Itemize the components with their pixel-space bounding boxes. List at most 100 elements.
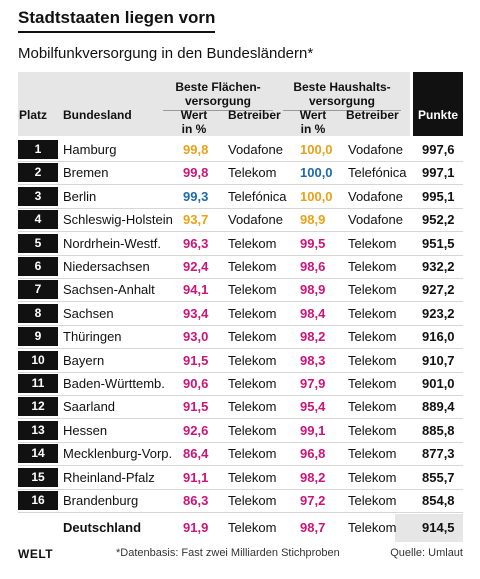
provider-household: Telekom <box>348 493 397 508</box>
state-name: Rheinland-Pfalz <box>63 469 155 485</box>
total-value-household: 98,7 <box>300 520 326 535</box>
state-name: Bayern <box>63 352 105 368</box>
header-bundesland: Bundesland <box>63 108 132 122</box>
value-area: 93,4 <box>183 305 209 321</box>
rank-badge: 14 <box>18 444 58 464</box>
table-row: 15 Rheinland-Pfalz 91,1 Telekom 98,2 Telekom 8… <box>18 466 463 490</box>
value-area: 93,7 <box>183 212 209 228</box>
state-name: Baden-Württemb. <box>63 376 165 391</box>
provider-household: Telekom <box>348 399 397 415</box>
provider-area: Telekom <box>228 259 277 274</box>
rank-badge: 1 <box>18 140 58 159</box>
table-row: 12 Saarland 91,5 Telekom 95,4 Telekom 889,4 <box>18 395 463 420</box>
value-household: 98,3 <box>300 352 326 368</box>
points: 916,0 <box>422 329 455 345</box>
value-household: 96,8 <box>300 446 326 462</box>
value-household: 98,2 <box>300 329 326 345</box>
state-name: Schleswig-Holstein <box>63 212 173 228</box>
points: 877,3 <box>422 446 455 462</box>
source-note: Quelle: Umlaut <box>390 547 463 559</box>
provider-household: Telekom <box>348 376 397 391</box>
value-household: 98,6 <box>300 259 326 274</box>
provider-household: Telekom <box>348 469 397 485</box>
state-name: Saarland <box>63 399 116 415</box>
points-header-background <box>413 72 463 136</box>
table-row: 5 Nordrhein-Westf. 96,3 Telekom 99,5 Telekom 9… <box>18 232 463 256</box>
table-row: 7 Sachsen-Anhalt 94,1 Telekom 98,9 Telekom 927… <box>18 278 463 303</box>
value-household: 98,9 <box>300 282 326 298</box>
points: 997,1 <box>422 165 455 181</box>
points: 923,2 <box>422 305 455 321</box>
table-row: 8 Sachsen 93,4 Telekom 98,4 Telekom 923,2 <box>18 302 463 326</box>
rank-badge: 13 <box>18 420 58 440</box>
value-area: 92,4 <box>183 259 209 274</box>
rank-badge: 9 <box>18 327 58 347</box>
provider-household: Telekom <box>348 259 397 274</box>
table-row: 14 Mecklenburg-Vorp. 86,4 Telekom 96,8 Teleko… <box>18 442 463 467</box>
points: 854,8 <box>422 493 455 508</box>
value-household: 100,0 <box>300 188 333 204</box>
value-area: 92,6 <box>183 422 209 438</box>
value-area: 94,1 <box>183 282 209 298</box>
provider-household: Telekom <box>348 235 397 251</box>
points: 927,2 <box>422 282 455 298</box>
table-row: 3 Berlin 99,3 Telefónica 100,0 Vodafone 995,1 <box>18 185 463 209</box>
provider-area: Telefónica <box>228 188 287 204</box>
provider-household: Telekom <box>348 329 397 345</box>
state-name: Berlin <box>63 188 97 204</box>
value-household: 98,4 <box>300 305 326 321</box>
provider-area: Telekom <box>228 165 277 181</box>
header-wert-area: Wert in % <box>180 108 208 136</box>
provider-area: Telekom <box>228 399 277 415</box>
provider-household: Telekom <box>348 422 397 438</box>
state-name: Hessen <box>63 422 108 438</box>
value-area: 91,5 <box>183 399 209 415</box>
provider-household: Telekom <box>348 282 397 298</box>
provider-area: Telekom <box>228 235 277 251</box>
provider-area: Telekom <box>228 469 277 485</box>
rank-badge: 12 <box>18 397 58 417</box>
header-betreiber-area: Betreiber <box>228 108 281 122</box>
value-area: 99,8 <box>183 142 209 157</box>
provider-area: Telekom <box>228 282 277 298</box>
page-title: Stadtstaaten liegen vorn <box>18 8 216 33</box>
total-provider-household: Telekom <box>348 520 397 535</box>
state-name: Mecklenburg-Vorp. <box>63 446 173 462</box>
rank-badge: 11 <box>18 374 58 393</box>
table-row: 16 Brandenburg 86,3 Telekom 97,2 Telekom 854,8 <box>18 489 463 513</box>
value-household: 97,2 <box>300 493 326 508</box>
total-provider-area: Telekom <box>228 520 277 535</box>
value-household: 100,0 <box>300 142 333 157</box>
value-area: 99,3 <box>183 188 209 204</box>
provider-area: Vodafone <box>228 212 283 228</box>
header-group-area: Beste Flächen-versorgung <box>163 80 273 111</box>
rank-badge: 2 <box>18 163 58 183</box>
total-points-background <box>395 514 463 542</box>
state-name: Bremen <box>63 165 109 181</box>
points: 855,7 <box>422 469 455 485</box>
rank-badge: 8 <box>18 303 58 323</box>
value-area: 90,6 <box>183 376 209 391</box>
state-name: Hamburg <box>63 142 117 157</box>
provider-area: Vodafone <box>228 142 283 157</box>
provider-area: Telekom <box>228 446 277 462</box>
points: 951,5 <box>422 235 455 251</box>
value-household: 99,1 <box>300 422 326 438</box>
rank-badge: 7 <box>18 280 58 300</box>
provider-household: Telefónica <box>348 165 407 181</box>
table-row: 4 Schleswig-Holstein 93,7 Vodafone 98,9 Vodaf… <box>18 208 463 233</box>
state-name: Sachsen <box>63 305 114 321</box>
provider-area: Telekom <box>228 422 277 438</box>
page-subtitle: Mobilfunkversorgung in den Bundesländern… <box>18 45 314 62</box>
points: 901,0 <box>422 376 455 391</box>
value-area: 99,8 <box>183 165 209 181</box>
provider-area: Telekom <box>228 493 277 508</box>
provider-household: Telekom <box>348 352 397 368</box>
provider-area: Telekom <box>228 305 277 321</box>
total-value-area: 91,9 <box>183 520 209 535</box>
provider-area: Telekom <box>228 376 277 391</box>
table-row: 1 Hamburg 99,8 Vodafone 100,0 Vodafone 997,6 <box>18 138 463 162</box>
rank-badge: 5 <box>18 233 58 253</box>
provider-area: Telekom <box>228 329 277 345</box>
rank-badge: 3 <box>18 186 58 206</box>
